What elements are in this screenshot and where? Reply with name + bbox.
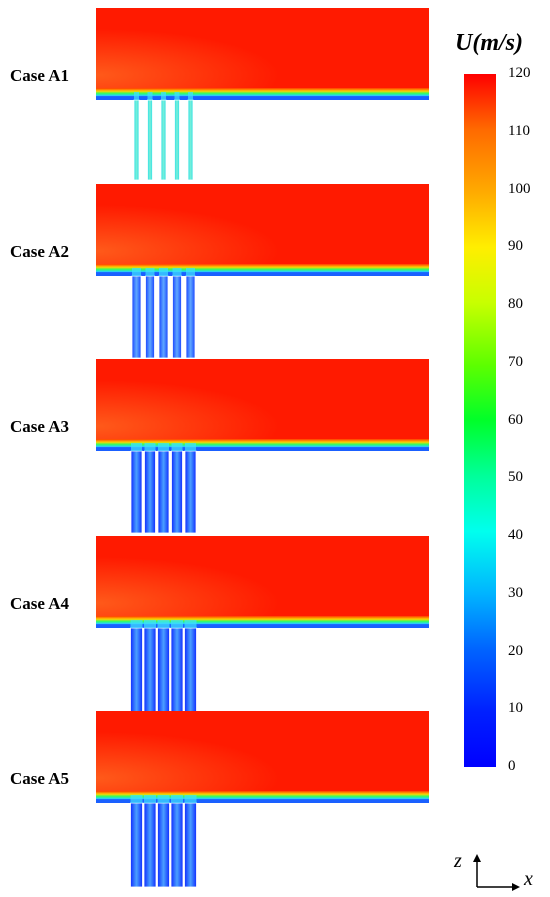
injection-slot: [131, 275, 142, 359]
case-label: Case A5: [10, 769, 70, 788]
slot-outlet: [172, 268, 182, 276]
colorbar-tick-label: 110: [508, 122, 530, 139]
colorbar-tick-label: 70: [508, 353, 523, 370]
colorbar-tick-label: 90: [508, 238, 523, 255]
slot-outlet: [157, 795, 170, 803]
colorbar-tick-label: 20: [508, 642, 523, 659]
injection-slot: [130, 450, 143, 534]
main-flow-region: [96, 359, 429, 443]
injection-slot: [145, 275, 155, 359]
wall-line: [96, 625, 429, 628]
slot-outlet: [132, 268, 141, 276]
axis-arrows-icon: [473, 854, 520, 891]
velocity-contour-panel: [96, 711, 429, 888]
boundary-layer: [96, 264, 429, 273]
boundary-layer: [96, 439, 429, 448]
velocity-contour-panel: [96, 359, 429, 534]
slot-outlet: [159, 268, 168, 276]
slot-outlet: [184, 795, 197, 803]
slot-outlet: [144, 443, 156, 451]
wall-line: [96, 800, 429, 803]
case-label: Case A1: [10, 66, 70, 85]
slot-outlet: [171, 795, 183, 803]
velocity-contour-panel: [96, 8, 429, 181]
slot-outlet: [131, 443, 142, 451]
injection-slot: [157, 802, 170, 888]
slot-outlet: [130, 795, 143, 803]
colorbar: [464, 74, 496, 767]
colorbar-tick-label: 120: [508, 65, 531, 81]
wall-line: [96, 448, 429, 451]
colorbar-tick-label: 30: [508, 584, 523, 601]
injection-slot: [157, 450, 170, 534]
injection-slot: [130, 802, 143, 888]
wall-line: [96, 273, 429, 276]
slot-outlet: [184, 620, 197, 628]
z-axis-label: z: [454, 850, 462, 872]
injection-slot: [160, 99, 167, 181]
colorbar-tick-label: 60: [508, 411, 523, 428]
x-axis-label: x: [524, 868, 533, 890]
colorbar-tick-label: 100: [508, 180, 531, 197]
axis-indicator: z x: [454, 850, 542, 897]
case-label: Case A4: [10, 594, 70, 613]
case-label: Case A2: [10, 242, 70, 261]
injection-slot: [184, 802, 197, 888]
injection-slot: [157, 627, 170, 713]
slot-outlet: [134, 92, 139, 100]
slot-outlet: [157, 620, 170, 628]
slot-outlet: [161, 92, 166, 100]
injection-slot: [144, 450, 156, 534]
boundary-layer: [96, 616, 429, 625]
injection-slot: [172, 275, 182, 359]
slot-outlet: [188, 92, 193, 100]
injection-slot: [143, 627, 157, 713]
injection-slot: [158, 275, 169, 359]
injection-slot: [185, 275, 196, 359]
injection-slot: [184, 450, 197, 534]
injection-slot: [170, 802, 184, 888]
slot-outlet: [147, 92, 153, 100]
injection-slot: [174, 99, 180, 181]
velocity-contour-panel: [96, 536, 429, 713]
slot-outlet: [171, 620, 183, 628]
injection-slot: [143, 802, 157, 888]
slot-outlet: [186, 268, 195, 276]
slot-outlet: [130, 620, 143, 628]
slot-outlet: [145, 268, 155, 276]
injection-slot: [187, 99, 194, 181]
slot-outlet: [174, 92, 180, 100]
main-flow-region: [96, 8, 429, 92]
injection-slot: [171, 450, 183, 534]
injection-slot: [170, 627, 184, 713]
colorbar-tick-label: 50: [508, 469, 523, 486]
main-flow-region: [96, 711, 429, 795]
boundary-layer: [96, 791, 429, 800]
boundary-layer: [96, 88, 429, 97]
case-label: Case A3: [10, 417, 70, 436]
colorbar-tick-label: 10: [508, 700, 523, 717]
injection-slot: [147, 99, 153, 181]
injection-slot: [133, 99, 140, 181]
slot-outlet: [171, 443, 183, 451]
colorbar-tick-label: 0: [508, 758, 516, 774]
main-flow-region: [96, 184, 429, 268]
velocity-contour-panel: [96, 184, 429, 359]
injection-slot: [130, 627, 143, 713]
slot-outlet: [158, 443, 169, 451]
slot-outlet: [185, 443, 196, 451]
colorbar-title: U(m/s): [455, 30, 523, 56]
wall-line: [96, 97, 429, 100]
slot-outlet: [144, 795, 156, 803]
colorbar-tick-label: 40: [508, 527, 523, 543]
injection-slot: [184, 627, 197, 713]
main-flow-region: [96, 536, 429, 620]
colorbar-tick-label: 80: [508, 296, 523, 312]
slot-outlet: [144, 620, 156, 628]
